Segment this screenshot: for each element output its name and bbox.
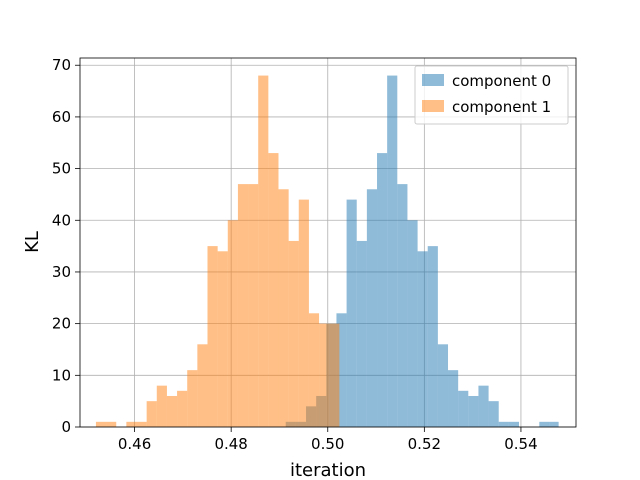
histogram-bar xyxy=(468,395,479,427)
histogram-bar xyxy=(458,390,469,427)
histogram-bar xyxy=(166,395,178,427)
histogram-bar xyxy=(146,401,157,427)
histogram-bar xyxy=(478,385,489,427)
histogram-bar xyxy=(187,370,198,427)
histogram-bar xyxy=(498,421,509,427)
histogram-bar xyxy=(106,421,117,427)
histogram-bar xyxy=(448,370,459,427)
histogram-bar xyxy=(407,220,418,427)
histogram-bar xyxy=(346,199,357,427)
histogram-bar xyxy=(377,153,388,427)
y-tick-label: 40 xyxy=(52,211,71,229)
series-0-bars xyxy=(285,75,559,427)
histogram-bar xyxy=(298,199,309,427)
y-tick-label: 30 xyxy=(52,263,71,281)
histogram-bar xyxy=(237,184,249,427)
histogram-bars xyxy=(95,75,559,427)
x-tick-label: 0.52 xyxy=(408,435,441,453)
histogram-bar xyxy=(95,421,107,427)
y-tick-label: 0 xyxy=(61,418,71,436)
y-tick-label: 60 xyxy=(52,108,71,126)
x-tick-label: 0.48 xyxy=(214,435,247,453)
y-tick-label: 70 xyxy=(52,56,71,74)
histogram-bar xyxy=(397,184,408,427)
histogram-bar xyxy=(539,421,550,427)
legend-label: component 1 xyxy=(452,98,551,116)
histogram-bar xyxy=(278,189,289,427)
y-tick-label: 10 xyxy=(52,366,71,384)
histogram-bar xyxy=(288,240,299,427)
histogram-bar xyxy=(508,421,520,427)
histogram-bar xyxy=(329,323,340,427)
x-tick-label: 0.54 xyxy=(504,435,537,453)
histogram-bar xyxy=(308,313,320,427)
axis-ticks: 0.46 0.48 0.50 0.52 0.54 0 10 20 30 40 50 60 70 xyxy=(52,56,538,453)
histogram-bar xyxy=(197,344,208,427)
histogram-bar xyxy=(177,390,188,427)
histogram-bar xyxy=(437,344,449,427)
y-tick-label: 20 xyxy=(52,315,71,333)
legend-label: component 0 xyxy=(452,72,551,90)
legend-box xyxy=(414,65,569,125)
histogram-bar xyxy=(268,153,279,427)
histogram-bar xyxy=(387,75,398,427)
histogram-bar xyxy=(356,240,367,427)
histogram-bar xyxy=(258,75,269,427)
histogram-bar xyxy=(126,421,137,427)
histogram-bar xyxy=(417,251,428,427)
y-axis-label: KL xyxy=(22,231,43,253)
histogram-bar xyxy=(549,421,559,427)
histogram-bar xyxy=(336,313,347,427)
x-tick-label: 0.50 xyxy=(311,435,344,453)
series-1-bars xyxy=(95,75,340,427)
histogram-bar xyxy=(227,220,238,427)
histogram-bar xyxy=(156,385,167,427)
legend-swatch xyxy=(422,100,444,112)
histogram-bar xyxy=(136,421,147,427)
histogram-bar xyxy=(319,323,330,427)
histogram-bar xyxy=(427,246,438,427)
x-axis-label: iteration xyxy=(290,460,366,480)
histogram-bar xyxy=(248,184,259,427)
legend-swatch xyxy=(422,74,444,86)
y-tick-label: 50 xyxy=(52,160,71,178)
histogram-bar xyxy=(488,401,499,427)
x-tick-label: 0.46 xyxy=(118,435,151,453)
histogram-bar xyxy=(207,246,218,427)
legend: component 0 component 1 xyxy=(414,65,569,125)
histogram-bar xyxy=(217,251,228,427)
histogram-bar xyxy=(366,189,378,427)
